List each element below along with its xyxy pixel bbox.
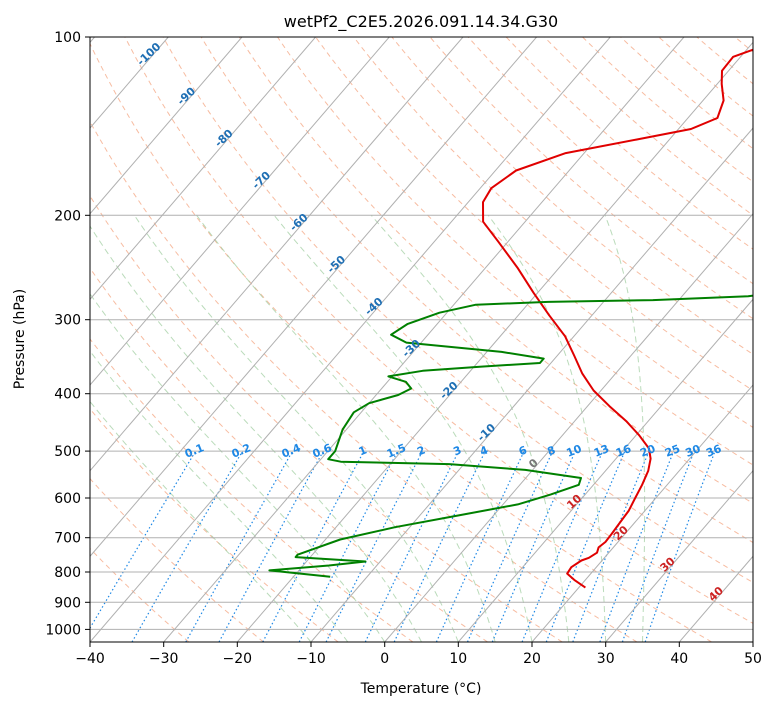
x-tick-label: −20 (223, 651, 253, 667)
mixing-ratio-label: 3 (451, 443, 463, 458)
dewpoint-line (268, 294, 753, 578)
y-tick-label: 400 (54, 387, 81, 403)
moist-adiabat (133, 215, 459, 642)
isotherm (310, 127, 753, 642)
x-tick-label: 50 (744, 651, 762, 667)
moist-adiabat (90, 225, 422, 642)
dry-adiabat (391, 37, 753, 355)
mixing-ratio-line (521, 450, 604, 642)
dry-adiabat (90, 267, 488, 642)
temperature-line (482, 48, 753, 589)
dry-adiabat (90, 120, 638, 642)
profile-lines (268, 48, 753, 589)
mixing-ratio-label: 1 (357, 443, 369, 458)
isotherm (163, 37, 685, 642)
dry-adiabat (124, 37, 753, 624)
mixing-ratio-line (364, 450, 460, 642)
dry-adiabat (238, 37, 753, 504)
isotherm (90, 37, 243, 215)
mixing-ratio-label: 8 (545, 443, 557, 458)
x-tick-label: 30 (597, 651, 615, 667)
x-axis: −40 −30 −20 −10 0 10 20 30 40 50 (75, 642, 762, 667)
mixing-ratio-line (435, 450, 525, 642)
isotherm (605, 469, 753, 642)
dry-adiabat (544, 37, 753, 216)
mixing-ratio-line (393, 450, 486, 642)
dry-adiabat (200, 37, 753, 544)
mixing-ratio-line (218, 450, 324, 642)
mixing-ratio-line (185, 450, 294, 642)
moist-adiabat (90, 400, 312, 642)
mixing-ratio-label: 2 (415, 443, 427, 458)
isotherm (90, 37, 611, 642)
mixing-ratio-line (491, 450, 576, 642)
mixing-ratio-label: 30 (683, 442, 702, 460)
plot-frame (89, 36, 754, 643)
moist-adiabat (273, 214, 533, 642)
mixing-ratio-line (644, 450, 716, 642)
y-axis-label: Pressure (hPa) (12, 289, 28, 389)
background-lines (90, 37, 753, 642)
x-tick-label: 40 (670, 651, 688, 667)
dry-adiabat (90, 42, 712, 642)
moist-adiabat (370, 214, 570, 642)
y-tick-label: 100 (54, 30, 81, 46)
mixing-ratio-label: 20 (638, 442, 657, 460)
x-tick-label: −30 (149, 651, 179, 667)
isotherm (236, 41, 753, 642)
y-tick-label: 200 (54, 208, 81, 224)
moist-adiabat (196, 215, 496, 642)
moist-adiabat (487, 215, 607, 642)
x-tick-label: 0 (380, 651, 389, 667)
y-tick-label: 300 (54, 313, 81, 329)
y-tick-label: 500 (54, 444, 81, 460)
moist-adiabat (604, 215, 646, 642)
mixing-ratio-label: 36 (704, 442, 723, 460)
x-tick-label: −40 (75, 651, 105, 667)
isotherm (90, 37, 464, 472)
dry-adiabat (315, 37, 753, 428)
isotherm (531, 384, 753, 642)
isotherm (90, 37, 390, 386)
mixing-ratio-label: 25 (663, 442, 682, 460)
y-tick-label: 1000 (45, 622, 81, 638)
mixing-ratio-label: 10 (565, 442, 584, 460)
x-tick-label: −10 (296, 651, 326, 667)
dry-adiabat (467, 37, 753, 285)
isotherm (384, 212, 753, 642)
isotherm (90, 37, 537, 558)
plot-background (90, 37, 753, 642)
mixing-ratio-label: 16 (614, 442, 633, 460)
dry-adiabat (429, 37, 753, 320)
chart-title: wetPf2_C2E5.2026.091.14.34.G30 (284, 12, 558, 32)
y-tick-label: 900 (54, 595, 81, 611)
y-tick-label: 800 (54, 565, 81, 581)
y-tick-label: 600 (54, 491, 81, 507)
dry-adiabat (162, 37, 753, 584)
mixing-ratio-line (131, 450, 244, 642)
x-tick-label: 20 (523, 651, 541, 667)
dry-adiabat (353, 37, 753, 392)
mixing-ratio-label: 13 (592, 442, 611, 460)
y-tick-label: 700 (54, 531, 81, 547)
x-axis-label: Temperature (°C) (360, 681, 482, 697)
x-tick-label: 10 (449, 651, 467, 667)
y-axis: 1000 900 800 700 600 500 400 300 200 100 (45, 30, 90, 638)
mixing-ratio-line (466, 450, 554, 642)
dry-adiabat (505, 37, 753, 250)
isotherm (90, 37, 316, 301)
mixing-ratio-line (90, 450, 197, 630)
isotherm (457, 298, 753, 642)
moist-adiabat (90, 293, 386, 642)
